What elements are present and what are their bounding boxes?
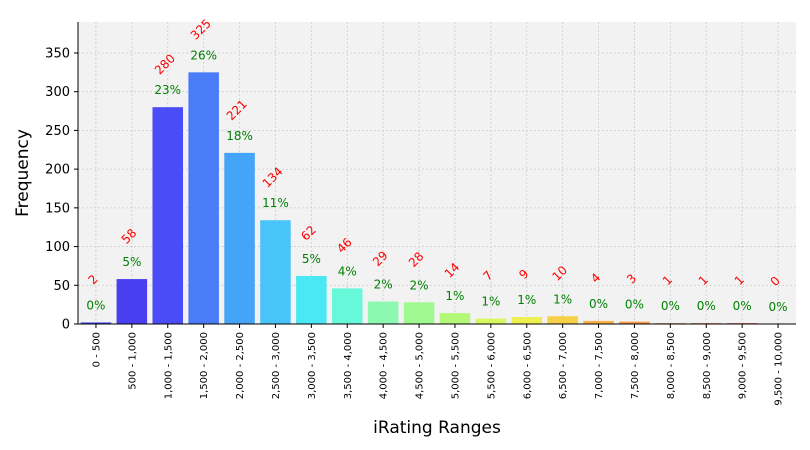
y-axis: 0 50 100 150 200 250 300 350 — [45, 46, 78, 333]
x-tick-label: 8,500 - 9,000 — [702, 332, 713, 399]
x-tick-label: 2,000 - 2,500 — [235, 332, 246, 399]
y-tick-label: 250 — [45, 124, 70, 139]
x-tick-label: 6,000 - 6,500 — [522, 332, 533, 399]
x-tick-label: 9,500 - 10,000 — [774, 332, 785, 406]
plot-area — [78, 22, 796, 324]
bar — [116, 279, 148, 324]
bar — [511, 317, 543, 324]
y-tick-label: 350 — [45, 46, 70, 61]
x-tick-label: 2,500 - 3,000 — [271, 332, 282, 399]
percent-label: 0% — [769, 300, 788, 314]
percent-label: 0% — [661, 299, 680, 313]
bar — [403, 302, 435, 324]
bar — [331, 288, 363, 324]
x-tick-label: 500 - 1,000 — [127, 332, 138, 390]
y-tick-label: 300 — [45, 85, 70, 100]
x-tick-label: 6,500 - 7,000 — [558, 332, 569, 399]
bar — [296, 275, 327, 324]
x-tick-label: 5,500 - 6,000 — [486, 332, 497, 399]
bar — [583, 320, 614, 324]
bars — [80, 72, 758, 324]
percent-label: 0% — [697, 299, 716, 313]
y-axis-title: Frequency — [13, 129, 33, 217]
percent-label: 2% — [374, 278, 393, 292]
bar — [439, 313, 471, 324]
y-tick-label: 50 — [53, 279, 70, 294]
x-axis-title: iRating Ranges — [373, 418, 501, 438]
bar — [260, 220, 291, 324]
bar — [619, 321, 650, 324]
percent-label: 1% — [553, 292, 572, 306]
bar — [188, 72, 219, 324]
percent-label: 1% — [445, 289, 464, 303]
x-tick-label: 5,000 - 5,500 — [450, 332, 461, 399]
x-tick-label: 3,500 - 4,000 — [343, 332, 354, 399]
percent-label: 4% — [338, 264, 357, 278]
bar — [475, 318, 507, 324]
percent-label: 11% — [262, 196, 289, 210]
percent-label: 18% — [226, 129, 253, 143]
percent-label: 0% — [589, 297, 608, 311]
y-tick-label: 150 — [45, 201, 70, 216]
x-tick-label: 7,000 - 7,500 — [594, 332, 605, 399]
percent-label: 26% — [190, 48, 217, 62]
bar — [224, 152, 255, 324]
y-tick-label: 200 — [45, 163, 70, 178]
y-tick-label: 0 — [62, 318, 70, 333]
percent-label: 0% — [625, 298, 644, 312]
x-tick-label: 9,000 - 9,500 — [738, 332, 749, 399]
x-axis: 0 - 500 500 - 1,000 1,000 - 1,500 1,500 - 2… — [91, 324, 785, 406]
percent-label: 1% — [517, 293, 536, 307]
bar — [80, 322, 112, 324]
percent-label: 1% — [481, 295, 500, 309]
x-tick-label: 1,500 - 2,000 — [199, 332, 210, 399]
bar — [547, 316, 578, 324]
percent-label: 0% — [86, 298, 105, 312]
y-tick-label: 100 — [45, 240, 70, 255]
percent-label: 5% — [302, 252, 321, 266]
x-tick-label: 3,000 - 3,500 — [307, 332, 318, 399]
percent-label: 5% — [122, 255, 141, 269]
bar — [152, 107, 184, 324]
x-tick-label: 4,000 - 4,500 — [379, 332, 390, 399]
x-tick-label: 4,500 - 5,000 — [415, 332, 426, 399]
x-tick-label: 7,500 - 8,000 — [630, 332, 641, 399]
percent-label: 23% — [154, 83, 181, 97]
bar — [367, 301, 399, 324]
percent-label: 2% — [410, 278, 429, 292]
x-tick-label: 8,000 - 8,500 — [666, 332, 677, 399]
x-tick-label: 1,000 - 1,500 — [163, 332, 174, 399]
percent-label: 0% — [733, 299, 752, 313]
x-tick-label: 0 - 500 — [91, 332, 102, 367]
